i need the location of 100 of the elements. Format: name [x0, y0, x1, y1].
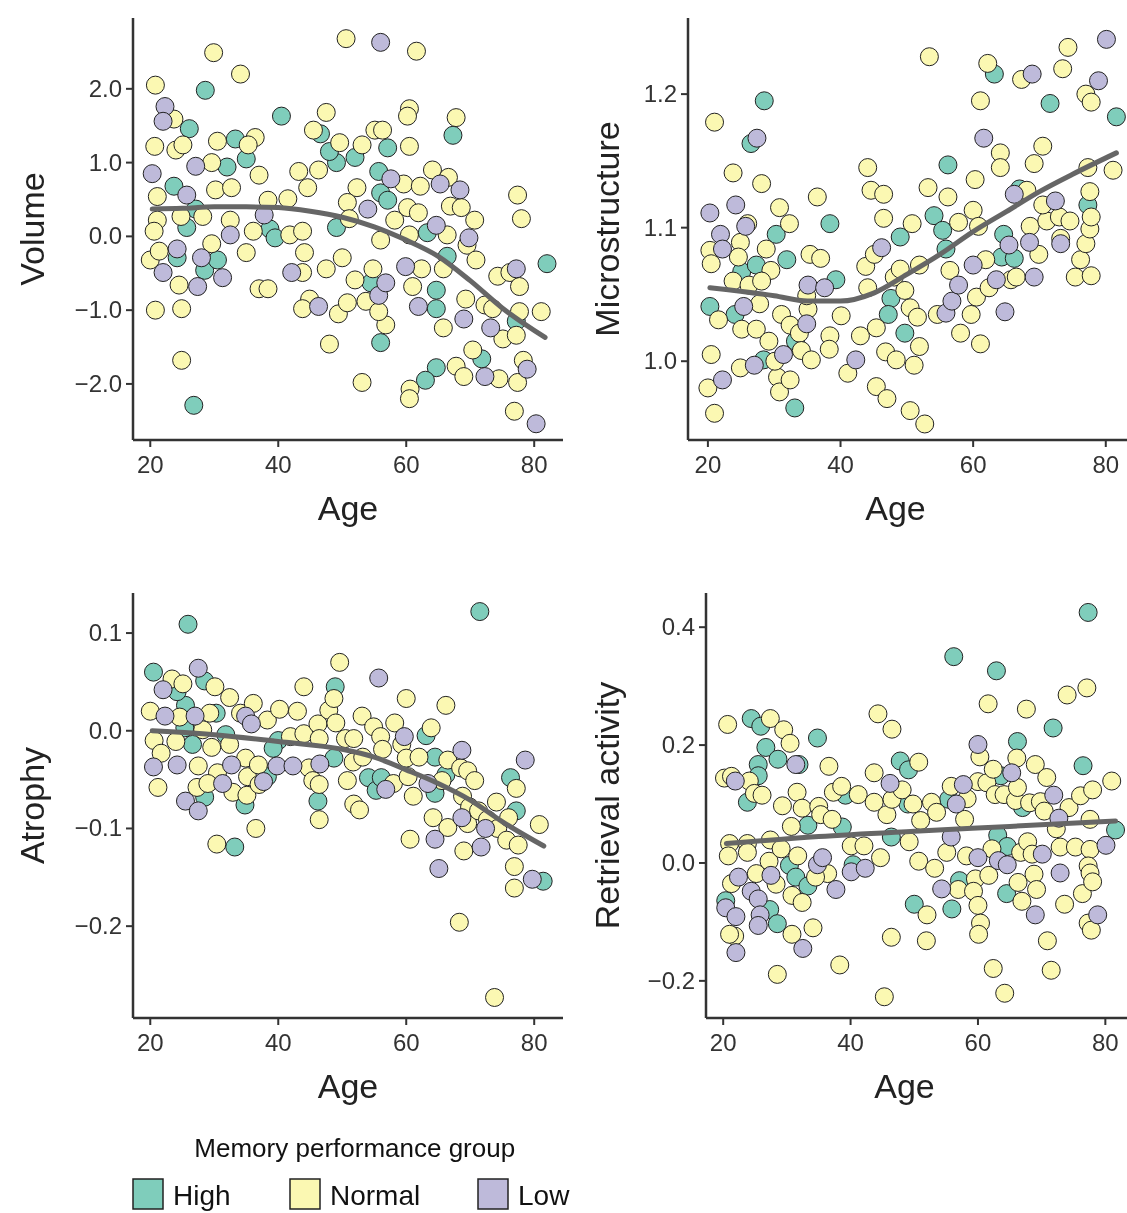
point: [254, 772, 274, 792]
point: [968, 734, 988, 754]
point: [143, 757, 163, 777]
point: [942, 899, 962, 919]
point: [878, 304, 898, 324]
point: [195, 80, 215, 100]
point: [376, 273, 396, 293]
point: [1088, 71, 1108, 91]
point: [164, 176, 184, 196]
point: [188, 658, 208, 678]
point: [178, 614, 198, 634]
point: [358, 199, 378, 219]
point: [932, 879, 952, 899]
y-axis-title: Retrieval activity: [588, 681, 626, 930]
y-tick-label: 1.0: [643, 347, 677, 375]
y-tick-label: −1.0: [74, 296, 122, 324]
point: [430, 174, 450, 194]
point: [785, 398, 805, 418]
point: [726, 907, 746, 927]
point: [734, 296, 754, 316]
point: [747, 128, 767, 148]
point: [471, 837, 491, 857]
point: [761, 865, 781, 885]
point: [271, 106, 291, 126]
point: [754, 91, 774, 111]
point: [217, 157, 237, 177]
y-tick-label: −0.1: [74, 814, 122, 842]
y-tick-label: 1.0: [88, 148, 122, 176]
point: [155, 706, 175, 726]
point: [282, 263, 302, 283]
x-tick-label: 40: [264, 451, 292, 478]
x-tick-label: 60: [392, 1029, 420, 1056]
point: [748, 889, 768, 909]
point: [470, 602, 490, 622]
point: [999, 235, 1019, 255]
point: [481, 318, 501, 338]
x-tick-label: 60: [392, 451, 420, 478]
point: [177, 185, 197, 205]
point: [768, 749, 788, 769]
y-tick-label: 0.0: [88, 222, 122, 250]
point: [369, 668, 389, 688]
point: [725, 771, 745, 791]
legend-title: Memory performance group: [194, 1133, 516, 1163]
point: [309, 296, 329, 316]
point: [748, 915, 768, 935]
y-tick-label: 1.2: [643, 80, 677, 108]
point: [1022, 64, 1042, 84]
point: [815, 278, 835, 298]
y-tick-label: 2.0: [88, 74, 122, 102]
legend-label: Normal: [330, 1180, 421, 1211]
x-axis-title: Age: [317, 1067, 379, 1105]
point: [522, 869, 542, 889]
point: [995, 302, 1015, 322]
point: [213, 774, 233, 794]
y-axis-title: Volume: [13, 172, 51, 286]
x-tick-label: 20: [709, 1029, 737, 1056]
point: [712, 370, 732, 390]
point: [225, 837, 245, 857]
point: [452, 740, 472, 760]
point: [167, 755, 187, 775]
point: [381, 169, 401, 189]
point: [997, 855, 1017, 875]
point: [1002, 763, 1022, 783]
point: [429, 859, 449, 879]
point: [537, 254, 557, 274]
y-tick-label: 0.1: [88, 619, 122, 647]
point: [826, 880, 846, 899]
point: [376, 779, 396, 799]
point: [872, 238, 892, 258]
point: [924, 206, 944, 226]
point: [726, 943, 746, 963]
point: [175, 791, 195, 811]
point: [1044, 785, 1064, 805]
point: [191, 248, 211, 268]
x-axis-title: Age: [317, 489, 379, 527]
x-tick-label: 20: [136, 1029, 164, 1056]
point: [1096, 835, 1116, 855]
point: [1045, 191, 1065, 211]
point: [220, 225, 240, 245]
point: [1040, 93, 1060, 113]
point: [378, 190, 398, 210]
point: [726, 195, 746, 215]
point: [986, 270, 1006, 290]
point: [880, 773, 900, 793]
y-tick-label: −2.0: [74, 369, 122, 397]
point: [476, 818, 496, 838]
point: [1032, 844, 1052, 864]
point: [153, 680, 173, 700]
y-tick-label: 0.0: [661, 848, 695, 876]
point: [506, 259, 526, 279]
point: [186, 156, 206, 176]
point: [773, 345, 793, 365]
point: [326, 218, 346, 238]
point: [953, 775, 973, 795]
point: [777, 250, 797, 270]
x-tick-label: 60: [959, 451, 987, 478]
point: [310, 754, 330, 774]
point: [267, 756, 287, 776]
point: [153, 111, 173, 131]
point: [1050, 863, 1070, 883]
